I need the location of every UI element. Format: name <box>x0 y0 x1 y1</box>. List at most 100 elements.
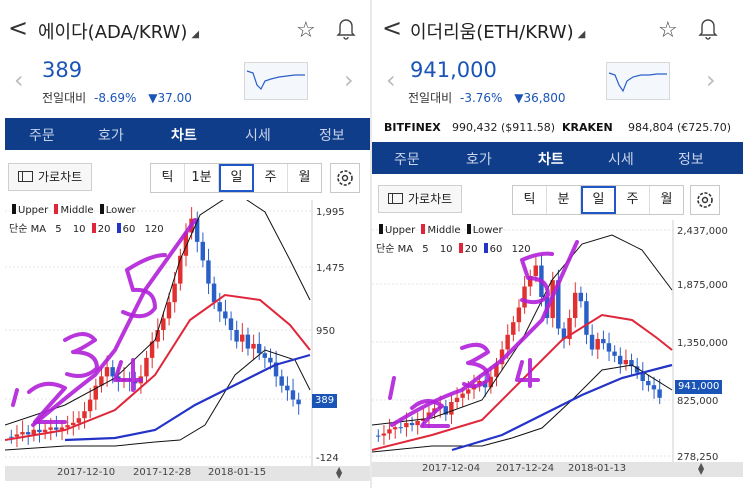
candle <box>398 427 403 429</box>
star-icon[interactable]: ☆ <box>296 18 316 43</box>
candle <box>381 433 387 436</box>
annotation-stroke <box>121 253 167 319</box>
candle <box>166 302 172 319</box>
current-price-tag: 941,000 <box>675 380 723 394</box>
change-row: 전일대비 -8.69% ▼37.00 <box>42 89 192 106</box>
candle <box>387 429 392 434</box>
legend-lower: Lower <box>105 205 136 216</box>
landscape-chart-button[interactable]: 가로차트 <box>378 185 463 213</box>
candle <box>251 343 256 349</box>
price-chart[interactable]: 2,437,000 1,875,000 1,350,000 825,000 278,25… <box>372 220 743 462</box>
period-minute[interactable]: 1분 <box>185 164 219 192</box>
resize-handle-icon[interactable]: ▲ ▼ <box>336 465 343 480</box>
ma20-swatch <box>91 223 96 233</box>
tab-orderbook[interactable]: 호가 <box>98 128 124 144</box>
ma60-swatch <box>116 223 121 233</box>
prev-coin-icon[interactable]: ‹ <box>386 66 396 94</box>
period-tick[interactable]: 틱 <box>151 164 185 192</box>
candle <box>556 280 561 329</box>
candle <box>634 366 640 373</box>
tab-info[interactable]: 정보 <box>319 128 345 144</box>
settings-button[interactable] <box>330 163 360 193</box>
candle <box>567 318 572 339</box>
tab-orderbook[interactable]: 호가 <box>466 152 492 168</box>
candle <box>25 432 31 435</box>
candle <box>93 385 98 400</box>
tab-info[interactable]: 정보 <box>678 152 704 168</box>
resize-handle-icon[interactable]: ▲ ▼ <box>698 461 705 476</box>
candle <box>494 364 499 377</box>
chart-canvas[interactable]: 2,437,000 1,875,000 1,350,000 825,000 278,25… <box>372 220 743 462</box>
exchange-prices: BITFINEX 990,432 ($911.58) KRAKEN 984,80… <box>372 116 743 140</box>
candle <box>522 286 527 308</box>
period-week[interactable]: 주 <box>254 164 288 192</box>
legend-ma60: 60 <box>489 244 503 255</box>
candle <box>194 218 200 242</box>
candle <box>48 427 53 430</box>
candle <box>376 435 381 437</box>
header: < 이더리움(ETH/KRW) ◢ ☆ <box>372 0 743 58</box>
legend-upper: Upper <box>18 205 49 216</box>
middle-swatch <box>54 204 59 214</box>
bell-icon[interactable] <box>696 16 720 40</box>
candle <box>460 393 465 398</box>
candle <box>245 334 251 349</box>
y-tick-label: 950 <box>316 326 335 337</box>
period-month[interactable]: 월 <box>660 192 673 207</box>
tab-market[interactable]: 시세 <box>245 128 271 144</box>
period-day[interactable]: 일 <box>219 164 254 192</box>
candle <box>9 436 14 438</box>
date-label: 2018-01-15 <box>208 467 267 478</box>
exchange-value: 990,432 ($911.58) <box>452 121 556 134</box>
back-icon[interactable]: < <box>8 14 29 42</box>
prev-coin-icon[interactable]: ‹ <box>14 66 24 94</box>
period-month[interactable]: 월 <box>298 170 311 185</box>
mini-chart[interactable] <box>606 62 670 100</box>
period-tick[interactable]: 틱 <box>513 186 547 214</box>
tab-order[interactable]: 주문 <box>394 152 420 168</box>
candle <box>178 255 183 284</box>
candle <box>65 425 70 428</box>
candle <box>144 357 149 377</box>
period-minute[interactable]: 분 <box>547 186 581 214</box>
y-tick-label: 825,000 <box>677 396 718 407</box>
change-label: 전일대비 <box>408 91 453 105</box>
middle-band-line <box>5 293 311 441</box>
legend-ma60: 60 <box>122 224 136 235</box>
tab-chart[interactable]: 차트 <box>171 128 197 144</box>
candle <box>595 339 600 350</box>
divider <box>370 0 372 488</box>
current-price-tag: 389 <box>312 394 338 408</box>
landscape-chart-button[interactable]: 가로차트 <box>8 163 93 191</box>
bell-icon[interactable] <box>334 16 358 40</box>
star-icon[interactable]: ☆ <box>658 18 678 43</box>
next-coin-icon[interactable]: › <box>344 66 354 94</box>
date-axis[interactable]: 2017-12-10 2017-12-28 2018-01-15 ▲ ▼ <box>5 466 370 481</box>
chart-toolbar: 가로차트 틱 1분 일 주 월 <box>0 160 370 194</box>
tab-market[interactable]: 시세 <box>608 152 634 168</box>
coin-title[interactable]: 에이다(ADA/KRW) ◢ <box>38 18 199 44</box>
date-axis[interactable]: 2017-12-04 2017-12-24 2018-01-13 ▲ ▼ <box>372 462 743 477</box>
candle <box>443 406 448 415</box>
candle <box>104 367 110 377</box>
candle <box>268 357 273 363</box>
tab-chart[interactable]: 차트 <box>538 152 564 168</box>
coin-title[interactable]: 이더리움(ETH/KRW) ◢ <box>410 18 585 44</box>
candle <box>132 381 138 384</box>
candle <box>31 429 36 435</box>
back-icon[interactable]: < <box>382 14 403 42</box>
mini-chart[interactable] <box>244 62 308 100</box>
annotation-stroke <box>27 381 67 424</box>
tab-order[interactable]: 주문 <box>29 128 55 144</box>
period-day[interactable]: 일 <box>581 186 616 214</box>
next-coin-icon[interactable]: › <box>706 66 716 94</box>
candle <box>228 318 234 330</box>
settings-button[interactable] <box>690 185 720 215</box>
period-week[interactable]: 주 <box>616 186 650 214</box>
landscape-icon <box>18 171 33 182</box>
lower-swatch <box>466 224 471 234</box>
price-summary: ‹ 941,000 전일대비 -3.76% ▼36,800 › <box>372 56 743 110</box>
candle <box>262 353 267 358</box>
